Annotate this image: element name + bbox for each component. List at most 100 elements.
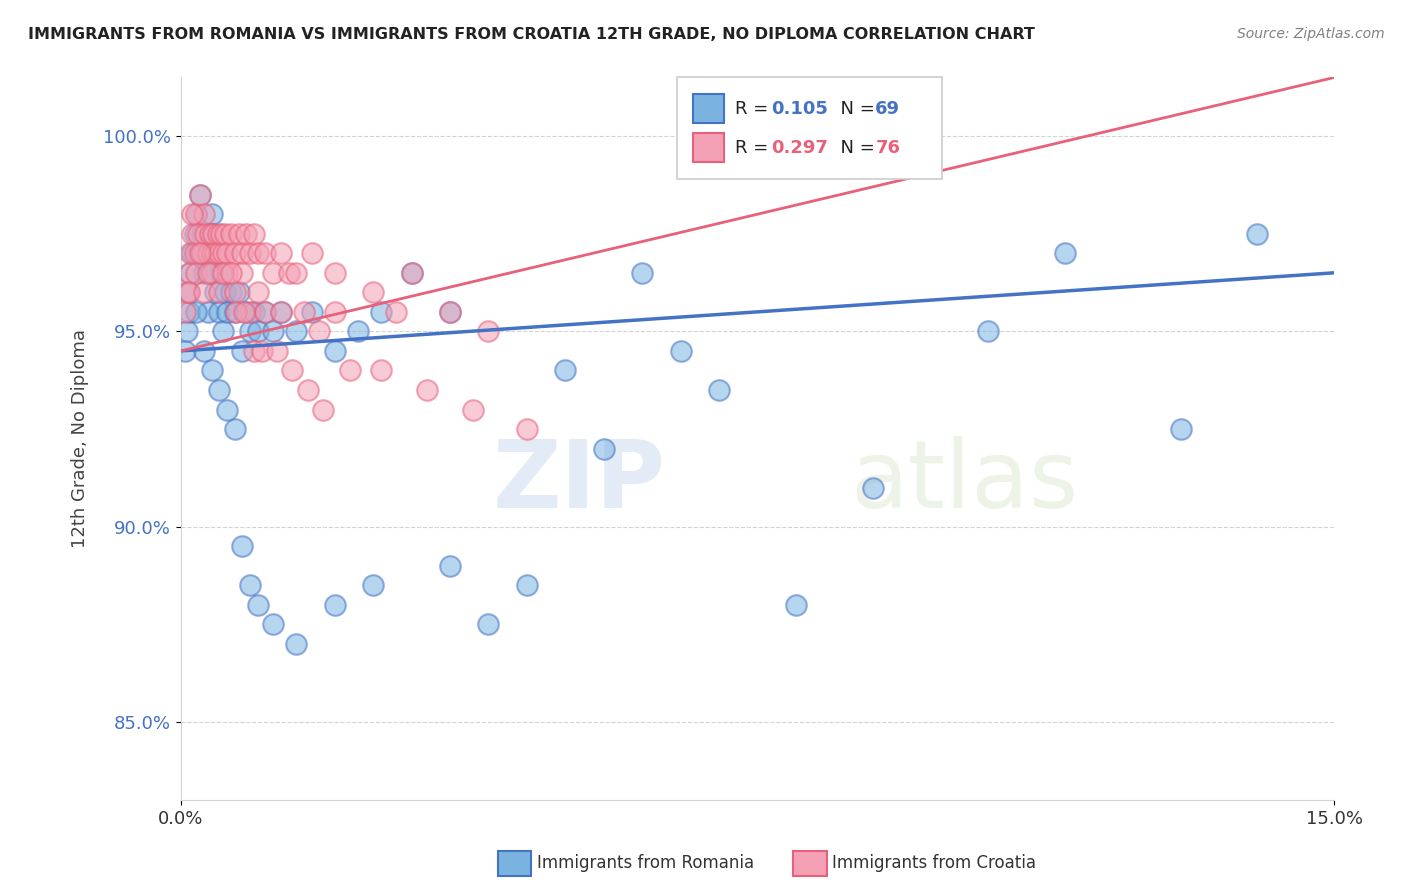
Point: [179, 266, 201, 280]
Point: [193, 207, 215, 221]
Point: [207, 246, 229, 260]
Point: [254, 305, 277, 319]
Point: [439, 305, 461, 319]
Text: N =: N =: [830, 138, 880, 157]
Point: [239, 305, 262, 319]
Point: [209, 227, 232, 241]
Point: [188, 246, 211, 260]
Point: [224, 305, 246, 319]
Point: [346, 325, 368, 339]
Point: [176, 325, 198, 339]
Text: 69: 69: [876, 100, 900, 118]
Point: [208, 305, 231, 319]
FancyBboxPatch shape: [693, 94, 724, 123]
Point: [439, 305, 461, 319]
Point: [212, 266, 235, 280]
Point: [232, 305, 254, 319]
Point: [1054, 246, 1077, 260]
Point: [235, 305, 257, 319]
Point: [281, 363, 304, 377]
Point: [207, 227, 229, 241]
Point: [516, 578, 538, 592]
Point: [177, 285, 200, 300]
Point: [416, 383, 439, 397]
Point: [208, 285, 231, 300]
Point: [201, 363, 224, 377]
Text: R =: R =: [734, 100, 773, 118]
Point: [193, 266, 215, 280]
Point: [323, 305, 346, 319]
Point: [183, 227, 205, 241]
FancyBboxPatch shape: [676, 78, 942, 178]
Point: [277, 266, 299, 280]
Text: 76: 76: [876, 138, 900, 157]
Point: [197, 305, 219, 319]
Point: [669, 343, 692, 358]
Point: [239, 578, 262, 592]
Point: [186, 266, 208, 280]
Point: [266, 343, 288, 358]
Point: [224, 422, 246, 436]
Point: [193, 285, 215, 300]
Point: [1246, 227, 1268, 241]
Point: [215, 266, 238, 280]
Point: [262, 325, 284, 339]
Text: Immigrants from Croatia: Immigrants from Croatia: [832, 855, 1036, 872]
Point: [308, 325, 330, 339]
Point: [186, 305, 208, 319]
Point: [219, 266, 242, 280]
Point: [477, 325, 499, 339]
Point: [235, 227, 257, 241]
Point: [173, 305, 195, 319]
Point: [239, 325, 262, 339]
Point: [177, 305, 200, 319]
Point: [231, 539, 253, 553]
Point: [323, 343, 346, 358]
Point: [187, 246, 209, 260]
Point: [177, 285, 200, 300]
Point: [183, 246, 205, 260]
Point: [228, 227, 250, 241]
Point: [208, 246, 231, 260]
Point: [224, 285, 246, 300]
Text: N =: N =: [830, 100, 880, 118]
Text: 0.105: 0.105: [772, 100, 828, 118]
Point: [243, 227, 266, 241]
Point: [477, 617, 499, 632]
Point: [201, 246, 224, 260]
Point: [191, 246, 214, 260]
Point: [181, 246, 204, 260]
Point: [231, 266, 253, 280]
Point: [181, 207, 204, 221]
Point: [862, 481, 884, 495]
Point: [243, 305, 266, 319]
Point: [262, 266, 284, 280]
Point: [187, 227, 209, 241]
Point: [270, 305, 292, 319]
Point: [224, 246, 246, 260]
Point: [188, 187, 211, 202]
Point: [439, 558, 461, 573]
Point: [339, 363, 361, 377]
Point: [201, 266, 224, 280]
Point: [215, 305, 238, 319]
Point: [262, 617, 284, 632]
Point: [194, 227, 217, 241]
Point: [204, 285, 226, 300]
Text: Source: ZipAtlas.com: Source: ZipAtlas.com: [1237, 27, 1385, 41]
Point: [177, 266, 200, 280]
Point: [323, 266, 346, 280]
Point: [312, 402, 335, 417]
Point: [231, 343, 253, 358]
Text: ZIP: ZIP: [492, 436, 665, 528]
Point: [188, 187, 211, 202]
Point: [323, 598, 346, 612]
Point: [231, 246, 253, 260]
Point: [254, 246, 277, 260]
Point: [228, 285, 250, 300]
Point: [301, 305, 323, 319]
Point: [219, 285, 242, 300]
Point: [631, 266, 654, 280]
Point: [370, 363, 392, 377]
Point: [202, 227, 225, 241]
